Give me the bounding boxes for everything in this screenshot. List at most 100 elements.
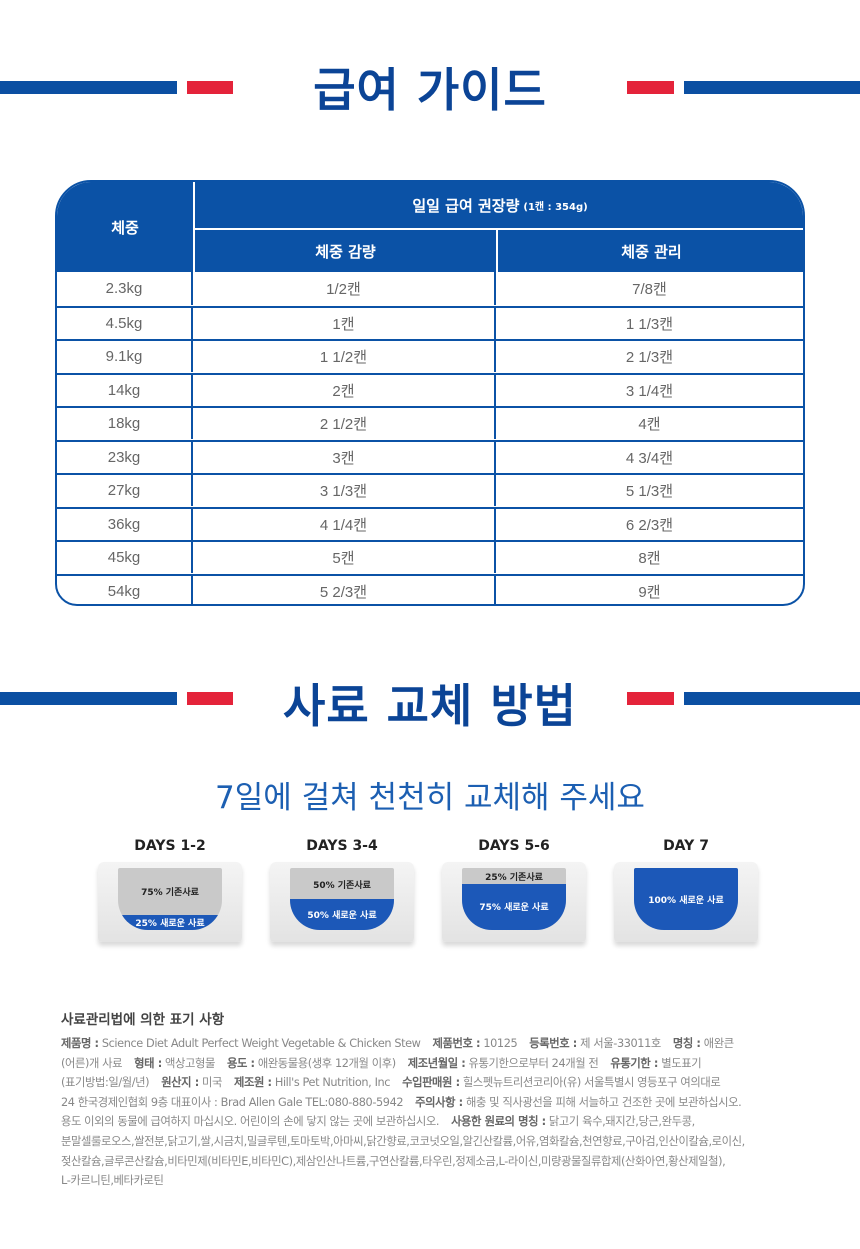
cell-weight: 4.5kg	[57, 307, 193, 339]
notes-text: 닭고기 육수,돼지간,당근,완두콩,	[545, 1115, 695, 1129]
table-row: 4.5kg 1캔 1 1/3캔	[57, 305, 803, 339]
decor-line	[627, 81, 674, 94]
cell-weight: 27kg	[57, 475, 193, 507]
step-day: DAYS 1-2	[134, 838, 206, 854]
notes-label: 제품번호 :	[432, 1037, 481, 1050]
notes-label: 등록번호 :	[529, 1037, 577, 1050]
guide-title-band: 급여 가이드	[0, 52, 860, 122]
table-row: 45kg 5캔 8캔	[57, 540, 803, 574]
new-food-fill	[462, 883, 566, 930]
transition-title-band: 사료 교체 방법	[0, 668, 860, 738]
notes-label: 원산지 :	[161, 1076, 199, 1090]
header-daily: 일일 급여 권장량 (1캔 : 354g)	[195, 182, 803, 228]
notes-text: 유통기한으로부터 24개월 전	[465, 1056, 599, 1070]
decor-line	[187, 81, 233, 94]
cell-loss: 1 1/2캔	[193, 341, 496, 373]
decor-line	[627, 692, 674, 705]
notes-body: 제품명 : Science Diet Adult Perfect Weight …	[61, 1034, 821, 1191]
notes-text: 애완큰	[700, 1037, 734, 1050]
bowl-step: DAY 7 100% 새로운 사료	[606, 838, 766, 948]
cell-loss: 4 1/4캔	[193, 508, 496, 540]
notes-text: 액상고형물	[161, 1056, 215, 1070]
notes-text: 미국	[198, 1076, 223, 1090]
new-food-label: 25% 새로운 사료	[135, 918, 205, 929]
cell-weight: 23kg	[57, 441, 193, 473]
table-row: 14kg 2캔 3 1/4캔	[57, 372, 803, 406]
notes-label: 제조년월일 :	[407, 1056, 466, 1070]
new-food-label: 50% 새로운 사료	[307, 911, 377, 921]
step-day: DAYS 3-4	[306, 838, 378, 854]
cell-manage: 9캔	[638, 583, 661, 601]
cell-manage: 4캔	[638, 416, 661, 434]
table-row: 36kg 4 1/4캔 6 2/3캔	[57, 506, 803, 540]
table-row: 2.3kg 1/2캔 7/8캔	[57, 272, 803, 306]
cell-manage: 1 1/3캔	[625, 315, 674, 333]
step-day: DAYS 5-6	[478, 838, 550, 854]
new-food-fill	[118, 914, 222, 930]
header-manage: 체중 관리	[498, 230, 803, 272]
notes-text: 10125	[480, 1037, 518, 1050]
cell-weight: 36kg	[57, 508, 193, 540]
cell-loss: 1캔	[193, 307, 496, 339]
notes-text: 제 서울-33011호	[576, 1037, 661, 1050]
notes-line: 24 한국경제인협회 9층 대표이사 : Brad Allen Gale TEL…	[61, 1093, 821, 1113]
old-food-label: 25% 기존사료	[485, 872, 543, 883]
header-daily-note: (1캔 : 354g)	[523, 201, 588, 213]
notes-text: (표기방법:일/월/년)	[61, 1076, 150, 1090]
notes-text: 별도표기	[658, 1056, 702, 1070]
cell-loss: 1/2캔	[193, 272, 496, 306]
bowl-icon: 75% 기존사료 25% 새로운 사료	[98, 862, 242, 942]
header-weight: 체중	[57, 182, 193, 272]
notes-label: 형태 :	[134, 1056, 162, 1070]
cell-manage: 6 2/3캔	[625, 516, 674, 534]
cell-manage: 7/8캔	[632, 281, 667, 299]
decor-line	[684, 81, 860, 94]
table-row: 23kg 3캔 4 3/4캔	[57, 439, 803, 473]
guide-title: 급여 가이드	[313, 63, 547, 117]
table-row: 54kg 5 2/3캔 9캔	[57, 573, 803, 604]
new-food-label: 75% 새로운 사료	[479, 903, 549, 914]
notes-label: 수입판매원 :	[402, 1076, 460, 1090]
table-row: 27kg 3 1/3캔 5 1/3캔	[57, 473, 803, 507]
table-row: 18kg 2 1/2캔 4캔	[57, 406, 803, 440]
transition-title: 사료 교체 방법	[283, 679, 577, 733]
decor-line	[0, 81, 177, 94]
cell-manage: 8캔	[638, 550, 661, 568]
decor-line	[0, 692, 177, 705]
bowl-icon: 100% 새로운 사료	[614, 862, 758, 942]
cell-weight: 14kg	[57, 374, 193, 406]
new-food-fill	[290, 899, 394, 930]
cell-loss: 3캔	[193, 441, 496, 473]
notes-line: 분말셀룰로오스,쌀전분,닭고기,쌀,시금치,밀글루텐,토마토박,아마씨,닭간향료…	[61, 1132, 821, 1152]
notes-text: Hill's Pet Nutrition, Inc	[271, 1076, 391, 1090]
notes-text: 해충 및 직사광선을 피해 서늘하고 건조한 곳에 보관하십시오.	[462, 1095, 742, 1109]
notes-line: L-카르니틴,베타카로틴	[61, 1171, 821, 1191]
notes-text: L-카르니틴,베타카로틴	[61, 1174, 164, 1188]
header-loss: 체중 감량	[195, 230, 496, 272]
step-day: DAY 7	[663, 838, 709, 854]
notes-line: 용도 이외의 동물에 급여하지 마십시오. 어린이의 손에 닿지 않는 곳에 보…	[61, 1112, 821, 1132]
decor-line	[187, 692, 233, 705]
notes-text: 24 한국경제인협회 9층 대표이사 : Brad Allen Gale TEL…	[61, 1095, 404, 1109]
notes-label: 사용한 원료의 명칭 :	[451, 1115, 546, 1129]
bowl-icon: 25% 기존사료 75% 새로운 사료	[442, 862, 586, 942]
notes-label: 주의사항 :	[415, 1095, 463, 1109]
cell-loss: 2 1/2캔	[193, 408, 496, 440]
notes-label: 명칭 :	[672, 1037, 701, 1050]
label-notes: 사료관리법에 의한 표기 사항 제품명 : Science Diet Adult…	[61, 1008, 821, 1191]
feeding-table: 체중 일일 급여 권장량 (1캔 : 354g) 체중 감량 체중 관리 2.3k…	[55, 180, 805, 606]
notes-label: 제조원 :	[234, 1076, 272, 1090]
notes-line: 제품명 : Science Diet Adult Perfect Weight …	[61, 1034, 821, 1054]
notes-text: 젖산칼슘,글루콘산칼슘,비타민제(비타민E,비타민C),제삼인산나트륨,구연산칼…	[61, 1154, 726, 1168]
cell-weight: 45kg	[57, 542, 193, 574]
decor-line	[684, 692, 860, 705]
cell-manage: 5 1/3캔	[625, 483, 674, 501]
new-food-fill	[634, 868, 738, 930]
bowl-step: DAYS 1-2 75% 기존사료 25% 새로운 사료	[90, 838, 250, 948]
cell-manage: 4 3/4캔	[625, 449, 674, 467]
notes-text: 힐스펫뉴트리션코리아(유) 서울특별시 영등포구 여의대로	[459, 1076, 721, 1090]
cell-manage: 2 1/3캔	[625, 349, 674, 367]
notes-label: 제품명 :	[61, 1037, 99, 1050]
notes-text: 용도 이외의 동물에 급여하지 마십시오. 어린이의 손에 닿지 않는 곳에 보…	[61, 1115, 440, 1129]
cell-weight: 54kg	[57, 575, 193, 604]
